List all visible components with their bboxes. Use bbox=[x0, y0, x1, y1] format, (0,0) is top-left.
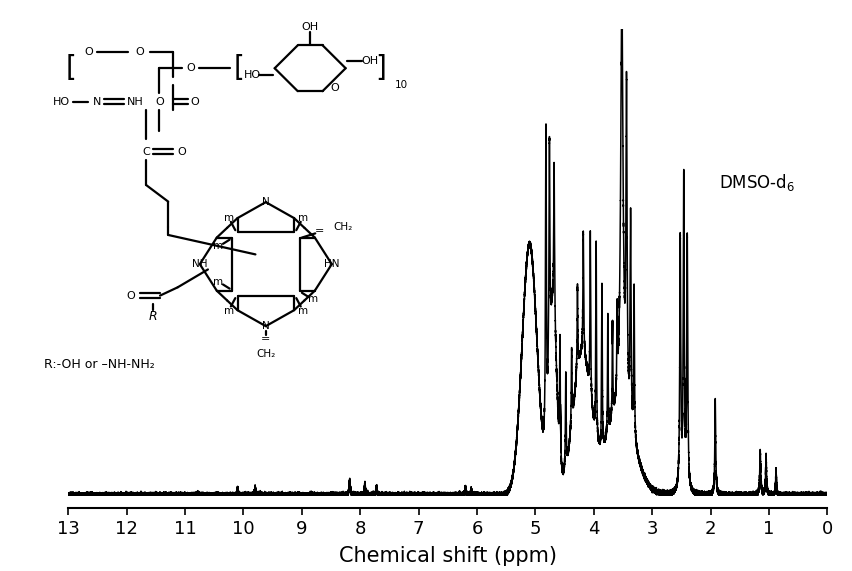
Text: R:-OH or –NH-NH₂: R:-OH or –NH-NH₂ bbox=[44, 357, 154, 371]
Text: O: O bbox=[155, 96, 164, 107]
Text: OH: OH bbox=[302, 22, 319, 31]
Text: N: N bbox=[262, 321, 269, 331]
Text: C: C bbox=[142, 147, 150, 156]
Text: O: O bbox=[135, 47, 144, 57]
Text: O: O bbox=[190, 96, 199, 107]
Text: NH: NH bbox=[126, 96, 143, 107]
Text: O: O bbox=[83, 47, 93, 57]
Text: R: R bbox=[149, 310, 158, 323]
Text: m: m bbox=[223, 212, 233, 223]
Text: m: m bbox=[223, 305, 233, 316]
Text: HO: HO bbox=[53, 96, 70, 107]
X-axis label: Chemical shift (ppm): Chemical shift (ppm) bbox=[338, 546, 556, 566]
Text: [: [ bbox=[65, 54, 76, 82]
Text: =: = bbox=[314, 226, 324, 236]
Text: m: m bbox=[297, 212, 308, 223]
Text: [: [ bbox=[233, 54, 245, 82]
Text: OH: OH bbox=[361, 57, 378, 66]
Text: DMSO-d$_6$: DMSO-d$_6$ bbox=[718, 171, 795, 192]
Text: O: O bbox=[177, 147, 186, 156]
Text: NH: NH bbox=[192, 259, 207, 269]
Text: N: N bbox=[93, 96, 101, 107]
Text: HO: HO bbox=[244, 70, 261, 80]
Text: O: O bbox=[331, 83, 339, 93]
Text: ]: ] bbox=[375, 54, 386, 82]
Text: 10: 10 bbox=[394, 80, 407, 90]
Text: m: m bbox=[308, 294, 318, 304]
Text: O: O bbox=[186, 63, 194, 73]
Text: O: O bbox=[127, 291, 135, 300]
Text: m: m bbox=[213, 278, 223, 287]
Text: =: = bbox=[261, 335, 270, 344]
Text: m: m bbox=[213, 241, 223, 251]
Text: m: m bbox=[297, 305, 308, 316]
Text: HN: HN bbox=[324, 259, 339, 269]
Text: CH₂: CH₂ bbox=[256, 349, 275, 359]
Text: CH₂: CH₂ bbox=[332, 222, 352, 232]
Text: N: N bbox=[262, 197, 269, 207]
